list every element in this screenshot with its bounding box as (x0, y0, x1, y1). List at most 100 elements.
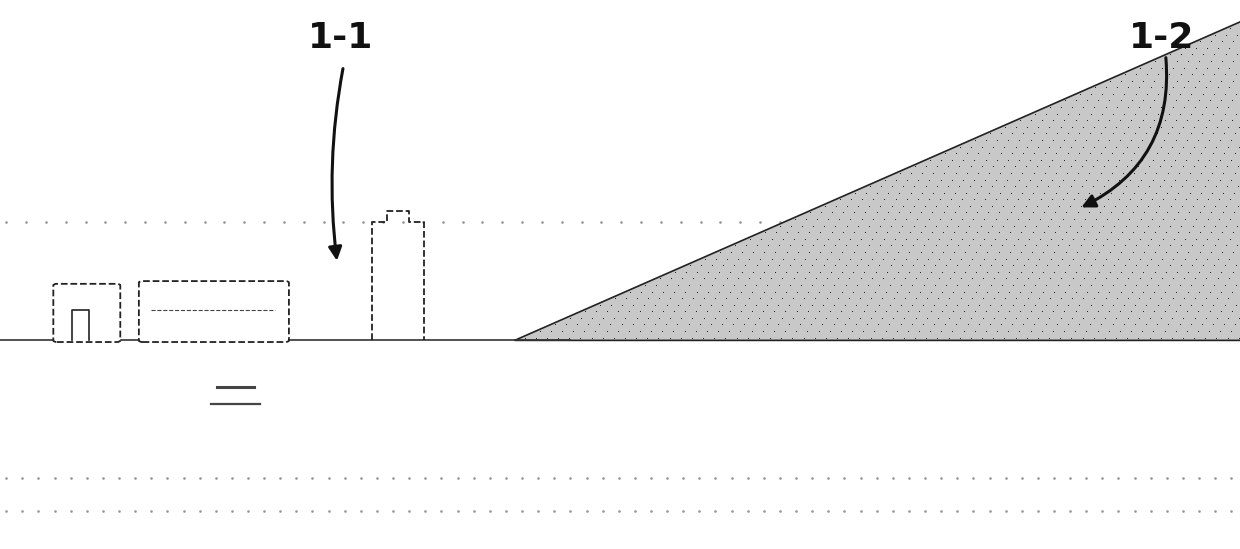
Point (994, 313, 1014, 322)
Point (962, 254, 982, 263)
Point (732, 267, 751, 276)
Point (935, 320, 955, 329)
Point (1006, 333, 1025, 342)
Point (866, 267, 885, 276)
Point (1018, 294, 1038, 302)
Point (858, 281, 878, 289)
Point (1172, 221, 1192, 230)
Point (730, 307, 750, 316)
Point (960, 221, 980, 230)
Point (774, 234, 794, 243)
Point (769, 281, 789, 289)
Point (965, 327, 985, 335)
Point (1220, 43, 1240, 52)
Point (1149, 221, 1169, 230)
Point (1152, 254, 1172, 263)
Point (897, 175, 916, 184)
Point (1102, 129, 1122, 138)
Point (1021, 327, 1040, 335)
Point (585, 307, 605, 316)
Point (1133, 267, 1153, 276)
Point (818, 215, 838, 223)
Point (1197, 274, 1216, 283)
Point (1075, 175, 1095, 184)
Point (1157, 228, 1177, 237)
Point (1193, 261, 1213, 270)
Point (1029, 274, 1049, 283)
Point (1056, 228, 1076, 237)
Point (910, 267, 930, 276)
Point (1125, 129, 1145, 138)
Point (1127, 221, 1147, 230)
Point (944, 287, 963, 296)
Point (885, 195, 905, 204)
Point (1100, 248, 1120, 256)
Point (1050, 142, 1070, 151)
Point (735, 261, 755, 270)
Point (983, 142, 1003, 151)
Point (1032, 327, 1052, 335)
Point (1200, 96, 1220, 105)
Point (641, 307, 661, 316)
Point (1030, 234, 1050, 243)
Point (897, 195, 916, 204)
Point (1122, 287, 1142, 296)
Point (1199, 155, 1219, 164)
Point (1118, 254, 1138, 263)
Point (1207, 162, 1226, 171)
Point (529, 327, 549, 335)
Point (567, 320, 587, 329)
Point (945, 228, 965, 237)
Point (982, 182, 1002, 191)
Point (991, 320, 1011, 329)
Point (1058, 169, 1078, 177)
Point (1068, 188, 1087, 197)
Point (1193, 300, 1213, 309)
Point (1230, 294, 1240, 302)
Point (1080, 169, 1100, 177)
Point (1042, 234, 1061, 243)
Point (1017, 142, 1037, 151)
Point (1213, 228, 1233, 237)
Point (1064, 234, 1084, 243)
Point (1022, 248, 1042, 256)
Point (1018, 274, 1038, 283)
Point (877, 267, 897, 276)
Point (698, 287, 718, 296)
Point (1019, 195, 1039, 204)
Point (728, 274, 748, 283)
Point (1032, 116, 1052, 125)
Point (631, 287, 651, 296)
Point (672, 294, 692, 302)
Point (1209, 175, 1229, 184)
Point (1114, 149, 1133, 158)
Point (1171, 300, 1190, 309)
Point (742, 327, 761, 335)
Point (956, 208, 976, 217)
Point (1044, 248, 1064, 256)
Point (712, 320, 732, 329)
Point (1185, 254, 1205, 263)
Point (1123, 228, 1143, 237)
Point (1004, 221, 1024, 230)
Point (1053, 175, 1073, 184)
Point (1137, 109, 1157, 118)
Point (1166, 327, 1185, 335)
Point (849, 313, 869, 322)
Point (1037, 281, 1056, 289)
Point (880, 281, 900, 289)
Point (916, 162, 936, 171)
Point (1133, 287, 1153, 296)
Point (1141, 254, 1161, 263)
Point (1162, 122, 1182, 131)
Point (852, 215, 872, 223)
Point (1185, 294, 1205, 302)
Point (611, 320, 631, 329)
Point (1059, 261, 1079, 270)
Point (1076, 307, 1096, 316)
Point (1121, 307, 1141, 316)
Point (1199, 136, 1219, 144)
Point (1140, 333, 1159, 342)
Point (1221, 155, 1240, 164)
Point (668, 300, 688, 309)
